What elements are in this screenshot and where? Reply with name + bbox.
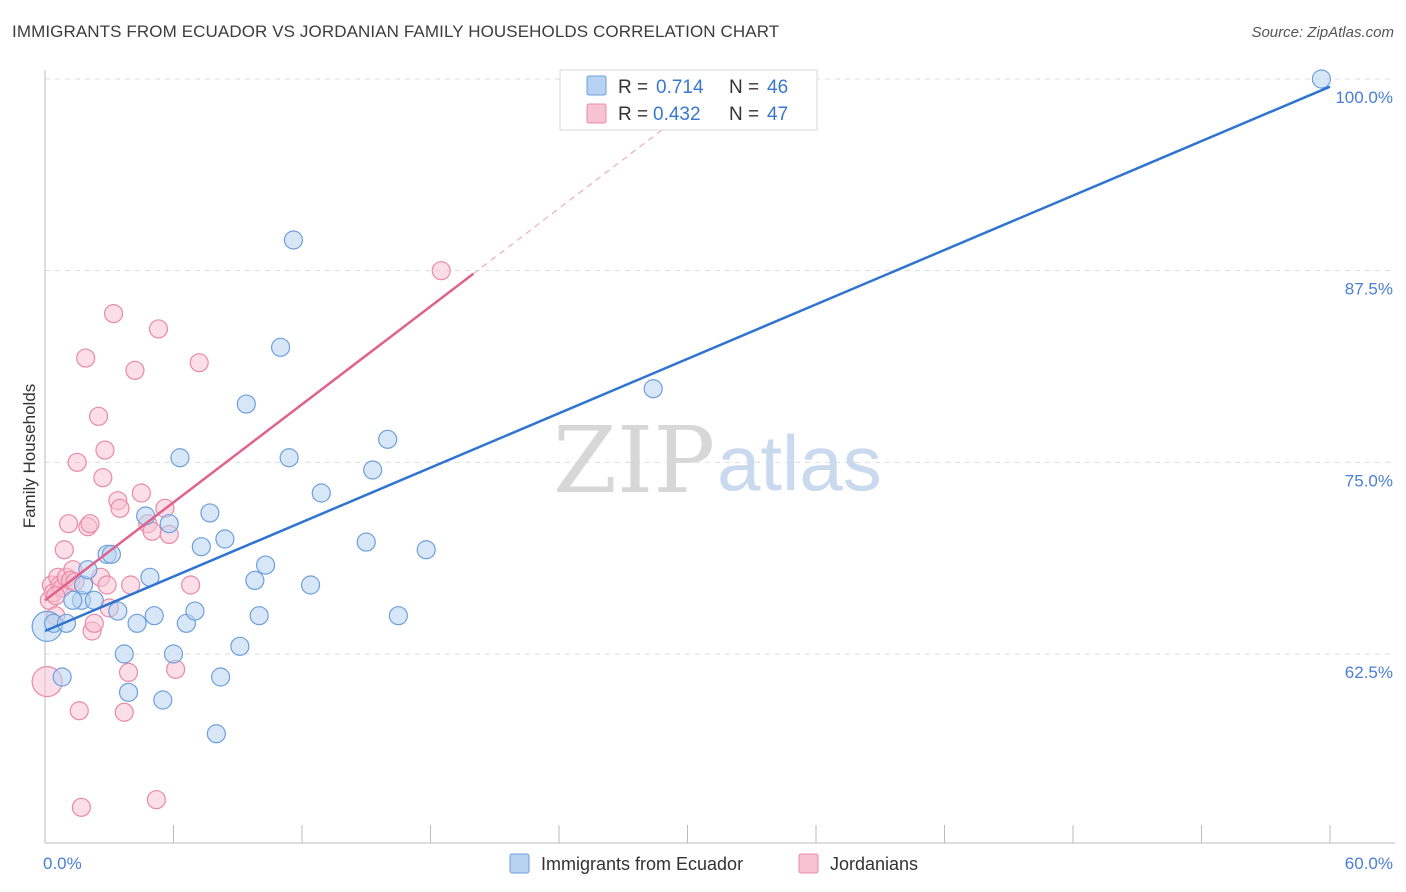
data-point-ecuador xyxy=(270,337,291,357)
legend-n-value-1: 46 xyxy=(767,77,788,98)
y-tick-label: 87.5% xyxy=(1345,280,1393,299)
data-point-ecuador xyxy=(643,379,663,399)
data-point-ecuador xyxy=(211,667,231,687)
data-point-ecuador xyxy=(185,601,205,621)
legend-n-label-2: N = xyxy=(729,104,759,125)
data-point-ecuador xyxy=(108,601,128,621)
data-point-jordanians xyxy=(69,701,89,721)
data-point-ecuador xyxy=(388,606,408,626)
data-point-jordanians xyxy=(67,452,87,472)
data-point-jordanians xyxy=(76,348,96,368)
data-point-ecuador xyxy=(163,644,184,664)
data-point-jordanians xyxy=(58,514,79,534)
watermark-zip: ZIP xyxy=(553,407,715,514)
data-point-jordanians xyxy=(95,440,115,460)
bottom-legend-swatch-jordanians xyxy=(798,853,819,874)
y-tick-labels: 62.5% 75.0% 87.5% 100.0% xyxy=(1335,88,1393,682)
legend-r-value-1: 0.714 xyxy=(656,77,704,98)
data-point-ecuador xyxy=(311,483,331,503)
stats-legend: R = 0.714 N = 46 R = 0.432 N = 47 xyxy=(559,69,818,131)
trend-line-jordanians xyxy=(44,272,475,602)
y-tick-label: 62.5% xyxy=(1345,663,1393,682)
data-point-jordanians xyxy=(93,468,113,488)
y-tick-label: 75.0% xyxy=(1345,471,1393,490)
data-point-ecuador xyxy=(356,532,376,552)
trend-extension xyxy=(472,118,678,275)
data-point-jordanians xyxy=(84,613,104,633)
data-point-ecuador xyxy=(249,606,269,626)
series-jordanians-points xyxy=(31,261,451,817)
data-point-ecuador xyxy=(245,570,265,591)
source-credit: Source: ZipAtlas.com xyxy=(1251,24,1394,41)
data-point-jordanians xyxy=(71,797,92,817)
y-tick-label: 100.0% xyxy=(1335,88,1393,107)
watermark: ZIP atlas xyxy=(553,407,882,514)
bottom-legend-swatch-ecuador xyxy=(509,853,530,874)
data-point-ecuador xyxy=(206,724,226,744)
data-point-ecuador xyxy=(153,690,173,710)
data-point-ecuador xyxy=(279,448,299,468)
data-point-jordanians xyxy=(431,261,451,281)
data-point-ecuador xyxy=(283,230,304,250)
data-point-jordanians xyxy=(131,483,151,503)
data-point-ecuador xyxy=(236,394,256,414)
data-point-ecuador xyxy=(200,503,220,523)
x-tick-label-max: 60.0% xyxy=(1345,854,1393,873)
data-point-jordanians xyxy=(103,304,124,324)
legend-n-label-1: N = xyxy=(729,77,759,98)
trend-lines xyxy=(44,85,1331,633)
data-point-jordanians xyxy=(110,498,130,518)
data-point-ecuador xyxy=(63,590,83,610)
watermark-atlas: atlas xyxy=(717,419,882,507)
data-point-ecuador xyxy=(1311,69,1332,89)
data-point-jordanians xyxy=(181,575,201,595)
legend-swatch-jordanians xyxy=(586,103,607,124)
data-point-ecuador xyxy=(215,529,235,549)
data-point-ecuador xyxy=(416,540,436,560)
data-point-jordanians xyxy=(97,575,117,595)
data-point-jordanians xyxy=(88,406,109,426)
data-point-jordanians xyxy=(54,540,74,560)
data-point-ecuador xyxy=(378,429,398,449)
data-point-jordanians xyxy=(80,514,100,534)
series-ecuador-points xyxy=(31,69,1332,744)
trend-extension-jordanians xyxy=(472,118,678,275)
data-point-jordanians xyxy=(114,702,134,722)
data-point-jordanians xyxy=(146,790,166,810)
legend-r-value-2: 0.432 xyxy=(653,104,701,125)
data-point-ecuador xyxy=(101,544,121,564)
chart-title: IMMIGRANTS FROM ECUADOR VS JORDANIAN FAM… xyxy=(12,22,780,41)
data-point-jordanians xyxy=(148,319,169,339)
data-point-jordanians xyxy=(125,360,145,380)
data-point-ecuador xyxy=(159,514,179,534)
data-point-ecuador xyxy=(144,606,164,626)
data-point-ecuador xyxy=(230,636,250,656)
data-point-ecuador xyxy=(127,613,147,633)
data-point-ecuador xyxy=(255,555,276,575)
x-tick-label-min: 0.0% xyxy=(43,854,82,873)
trend-line-ecuador xyxy=(44,85,1331,633)
legend-r-label-2: R = xyxy=(618,104,648,125)
bottom-legend-label-ecuador: Immigrants from Ecuador xyxy=(541,854,743,874)
gridlines xyxy=(45,78,1395,655)
x-tick-labels: 0.0% 60.0% xyxy=(43,854,1393,873)
y-axis-title: Family Households xyxy=(20,384,39,529)
data-point-jordanians xyxy=(189,353,209,373)
data-point-ecuador xyxy=(114,644,134,664)
legend-r-label-1: R = xyxy=(618,77,648,98)
legend-n-value-2: 47 xyxy=(767,104,788,125)
data-point-ecuador xyxy=(191,537,211,557)
legend-swatch-ecuador xyxy=(586,75,607,96)
axes xyxy=(44,70,1395,844)
data-point-ecuador xyxy=(170,448,190,468)
data-point-jordanians xyxy=(118,662,139,683)
data-point-ecuador xyxy=(118,682,139,702)
data-point-ecuador xyxy=(363,460,383,480)
series-legend: Immigrants from Ecuador Jordanians xyxy=(509,853,918,874)
data-point-ecuador xyxy=(300,575,321,595)
data-point-ecuador xyxy=(52,667,72,687)
bottom-legend-label-jordanians: Jordanians xyxy=(830,854,918,874)
